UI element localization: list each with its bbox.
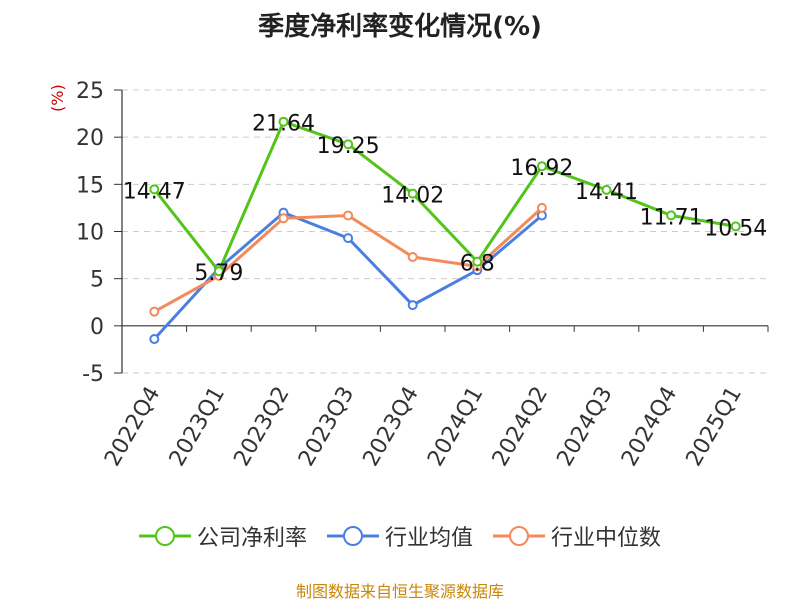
- x-tick-label: 2025Q1: [682, 383, 747, 471]
- x-tick-label: 2023Q4: [359, 383, 424, 471]
- x-tick-label: 2024Q1: [423, 383, 488, 471]
- x-tick-label: 2023Q2: [229, 383, 294, 471]
- x-tick-label: 2024Q2: [488, 383, 553, 471]
- data-label: 5.79: [194, 261, 243, 286]
- data-label: 16.92: [510, 156, 573, 181]
- x-tick-label: 2022Q4: [100, 383, 165, 471]
- legend-swatch-company: [138, 526, 191, 546]
- legend-label-industry-median: 行业中位数: [551, 526, 662, 551]
- y-tick-label: 25: [76, 79, 104, 104]
- legend-swatch-industry-median: [493, 526, 545, 546]
- data-label: 14.41: [575, 180, 638, 205]
- legend-label-industry-mean: 行业均值: [384, 526, 473, 551]
- y-tick-label: 15: [76, 173, 104, 198]
- data-point: [278, 116, 289, 127]
- data-point: [536, 161, 547, 172]
- legend-swatch-industry-mean: [326, 526, 379, 546]
- y-tick-label: -5: [82, 362, 104, 387]
- data-label: 10.54: [704, 216, 767, 241]
- legend-label-company: 公司净利率: [196, 526, 307, 551]
- data-label: 19.25: [317, 134, 380, 159]
- x-tick-label: 2024Q3: [552, 383, 617, 471]
- source-note: 制图数据来自恒生聚源数据库: [295, 582, 504, 601]
- data-point: [407, 251, 418, 262]
- data-label: 14.47: [123, 179, 186, 204]
- data-point: [149, 306, 160, 317]
- x-tick-label: 2023Q3: [294, 383, 359, 471]
- data-point: [472, 256, 483, 267]
- data-point: [278, 213, 289, 224]
- y-tick-label: 20: [76, 126, 104, 151]
- data-point: [149, 184, 160, 195]
- y-tick-label: 5: [90, 268, 104, 293]
- data-point: [730, 221, 741, 232]
- data-point: [213, 266, 224, 277]
- data-point: [666, 210, 677, 221]
- legend-item-company[interactable]: 公司净利率: [138, 520, 307, 552]
- data-label: 21.64: [252, 112, 315, 137]
- data-point: [149, 334, 160, 345]
- x-tick-label: 2024Q4: [617, 383, 682, 471]
- data-label: 14.02: [381, 184, 444, 209]
- data-point: [536, 202, 547, 213]
- data-label: 6.8: [460, 252, 495, 277]
- x-tick-label: 2023Q1: [165, 383, 230, 471]
- data-label: 11.71: [640, 205, 703, 230]
- legend: 公司净利率 行业均值 行业中位数: [0, 520, 800, 552]
- legend-item-industry-median[interactable]: 行业中位数: [493, 520, 661, 552]
- data-point: [343, 233, 354, 244]
- y-tick-label: 10: [76, 221, 104, 246]
- data-point: [407, 300, 418, 311]
- data-point: [601, 184, 612, 195]
- y-tick-label: 0: [90, 315, 104, 340]
- data-point: [343, 210, 354, 221]
- legend-item-industry-mean[interactable]: 行业均值: [326, 520, 473, 552]
- data-point: [343, 139, 354, 150]
- series-line: [153, 119, 736, 275]
- chart-title: 季度净利率变化情况(%): [258, 12, 542, 42]
- data-point: [407, 188, 418, 199]
